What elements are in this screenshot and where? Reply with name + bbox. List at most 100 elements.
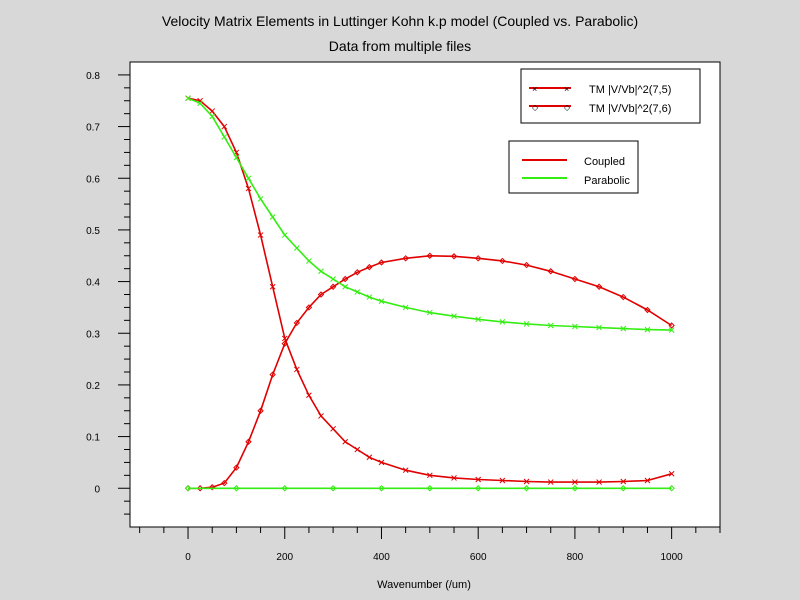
legend-label-parabolic: Parabolic xyxy=(584,175,630,187)
data-point xyxy=(426,252,434,259)
data-point xyxy=(547,479,554,485)
data-point xyxy=(293,366,300,373)
data-point xyxy=(474,485,482,492)
y-tick-label: 0.2 xyxy=(86,381,100,392)
data-point xyxy=(595,283,603,290)
data-point xyxy=(306,258,312,264)
chart-title: Velocity Matrix Elements in Luttinger Ko… xyxy=(162,13,638,29)
data-point xyxy=(426,309,433,316)
data-point xyxy=(221,134,228,140)
data-point xyxy=(571,275,579,283)
data-point xyxy=(620,478,627,485)
data-point xyxy=(233,154,240,161)
data-point xyxy=(572,479,578,485)
x-tick-label: 400 xyxy=(373,552,390,563)
y-tick-label: 0 xyxy=(94,484,100,495)
data-point xyxy=(378,459,385,466)
data-point xyxy=(354,446,361,453)
data-point xyxy=(318,413,324,419)
data-point xyxy=(668,485,675,492)
data-point xyxy=(257,196,264,202)
legend-x-marker-icon: × xyxy=(564,84,569,94)
data-point xyxy=(330,276,336,282)
data-point xyxy=(281,340,288,347)
data-point xyxy=(257,407,264,414)
x-tick-label: 1000 xyxy=(661,552,684,563)
legend-markers: × × TM |V/Vb|^2(7,5) ◇ ◇ TM |V/Vb|^2(7,6… xyxy=(520,68,701,124)
data-point xyxy=(572,323,578,330)
y-tick-label: 0.7 xyxy=(86,123,100,134)
data-point xyxy=(378,298,385,305)
data-point xyxy=(245,185,252,192)
y-tick-label: 0.1 xyxy=(86,433,100,444)
data-point xyxy=(209,484,216,491)
data-point xyxy=(341,275,349,283)
data-point xyxy=(233,464,240,471)
data-point xyxy=(523,485,530,492)
data-point xyxy=(245,175,252,182)
data-point xyxy=(197,100,203,107)
data-point xyxy=(293,245,300,251)
data-point xyxy=(281,485,288,492)
x-tick-label: 200 xyxy=(276,552,293,563)
data-point xyxy=(644,306,651,314)
axis-ticks: 0 0.1 0.2 0.3 0.4 0.5 0.6 0.7 0.8 0 200 400 600 800 10… xyxy=(86,71,721,563)
series-line-coupled-diamond xyxy=(188,254,673,490)
legend-label-75: TM |V/Vb|^2(7,5) xyxy=(589,84,671,96)
data-point xyxy=(366,294,373,300)
data-point xyxy=(523,261,530,269)
data-point xyxy=(317,291,325,298)
data-point xyxy=(245,438,252,445)
series-layer xyxy=(184,95,675,492)
data-point xyxy=(209,113,216,120)
data-point xyxy=(451,475,457,481)
data-point xyxy=(596,324,602,331)
y-tick-label: 0.6 xyxy=(86,174,100,185)
data-point xyxy=(306,392,312,399)
data-point xyxy=(233,485,240,492)
legend-box xyxy=(520,68,701,124)
data-point xyxy=(475,316,482,323)
data-point xyxy=(571,485,579,492)
data-point xyxy=(450,253,458,260)
data-point xyxy=(269,283,276,290)
data-point xyxy=(221,479,228,487)
data-point xyxy=(547,268,554,275)
x-tick-label: 600 xyxy=(470,552,487,563)
data-point xyxy=(366,454,373,461)
data-point xyxy=(620,325,627,332)
data-point xyxy=(184,485,192,492)
data-point xyxy=(342,438,349,445)
y-tick-label: 0.5 xyxy=(86,226,100,237)
x-axis-label: Wavenumber (/um) xyxy=(377,579,471,591)
data-point xyxy=(668,470,675,477)
data-point xyxy=(257,232,264,238)
data-point xyxy=(354,289,361,295)
data-point xyxy=(523,478,530,485)
data-point xyxy=(366,263,373,271)
data-point xyxy=(620,293,627,301)
data-point xyxy=(426,472,433,479)
data-point xyxy=(221,123,228,130)
data-point xyxy=(318,268,324,275)
data-point xyxy=(378,485,385,492)
data-point xyxy=(644,477,651,484)
data-point xyxy=(354,269,361,276)
plot-area xyxy=(129,61,721,528)
data-point xyxy=(426,485,434,492)
data-point xyxy=(281,232,288,238)
data-point xyxy=(523,321,530,327)
data-point xyxy=(499,257,506,265)
y-tick-label: 0.3 xyxy=(86,329,100,340)
data-point xyxy=(402,467,409,474)
data-point xyxy=(305,304,313,311)
data-point xyxy=(402,255,409,262)
data-point xyxy=(329,485,337,492)
data-point xyxy=(475,476,482,483)
y-tick-label: 0.4 xyxy=(86,278,100,289)
data-point xyxy=(378,259,385,266)
data-point xyxy=(451,313,457,320)
data-point xyxy=(596,479,602,485)
x-tick-label: 800 xyxy=(567,552,584,563)
